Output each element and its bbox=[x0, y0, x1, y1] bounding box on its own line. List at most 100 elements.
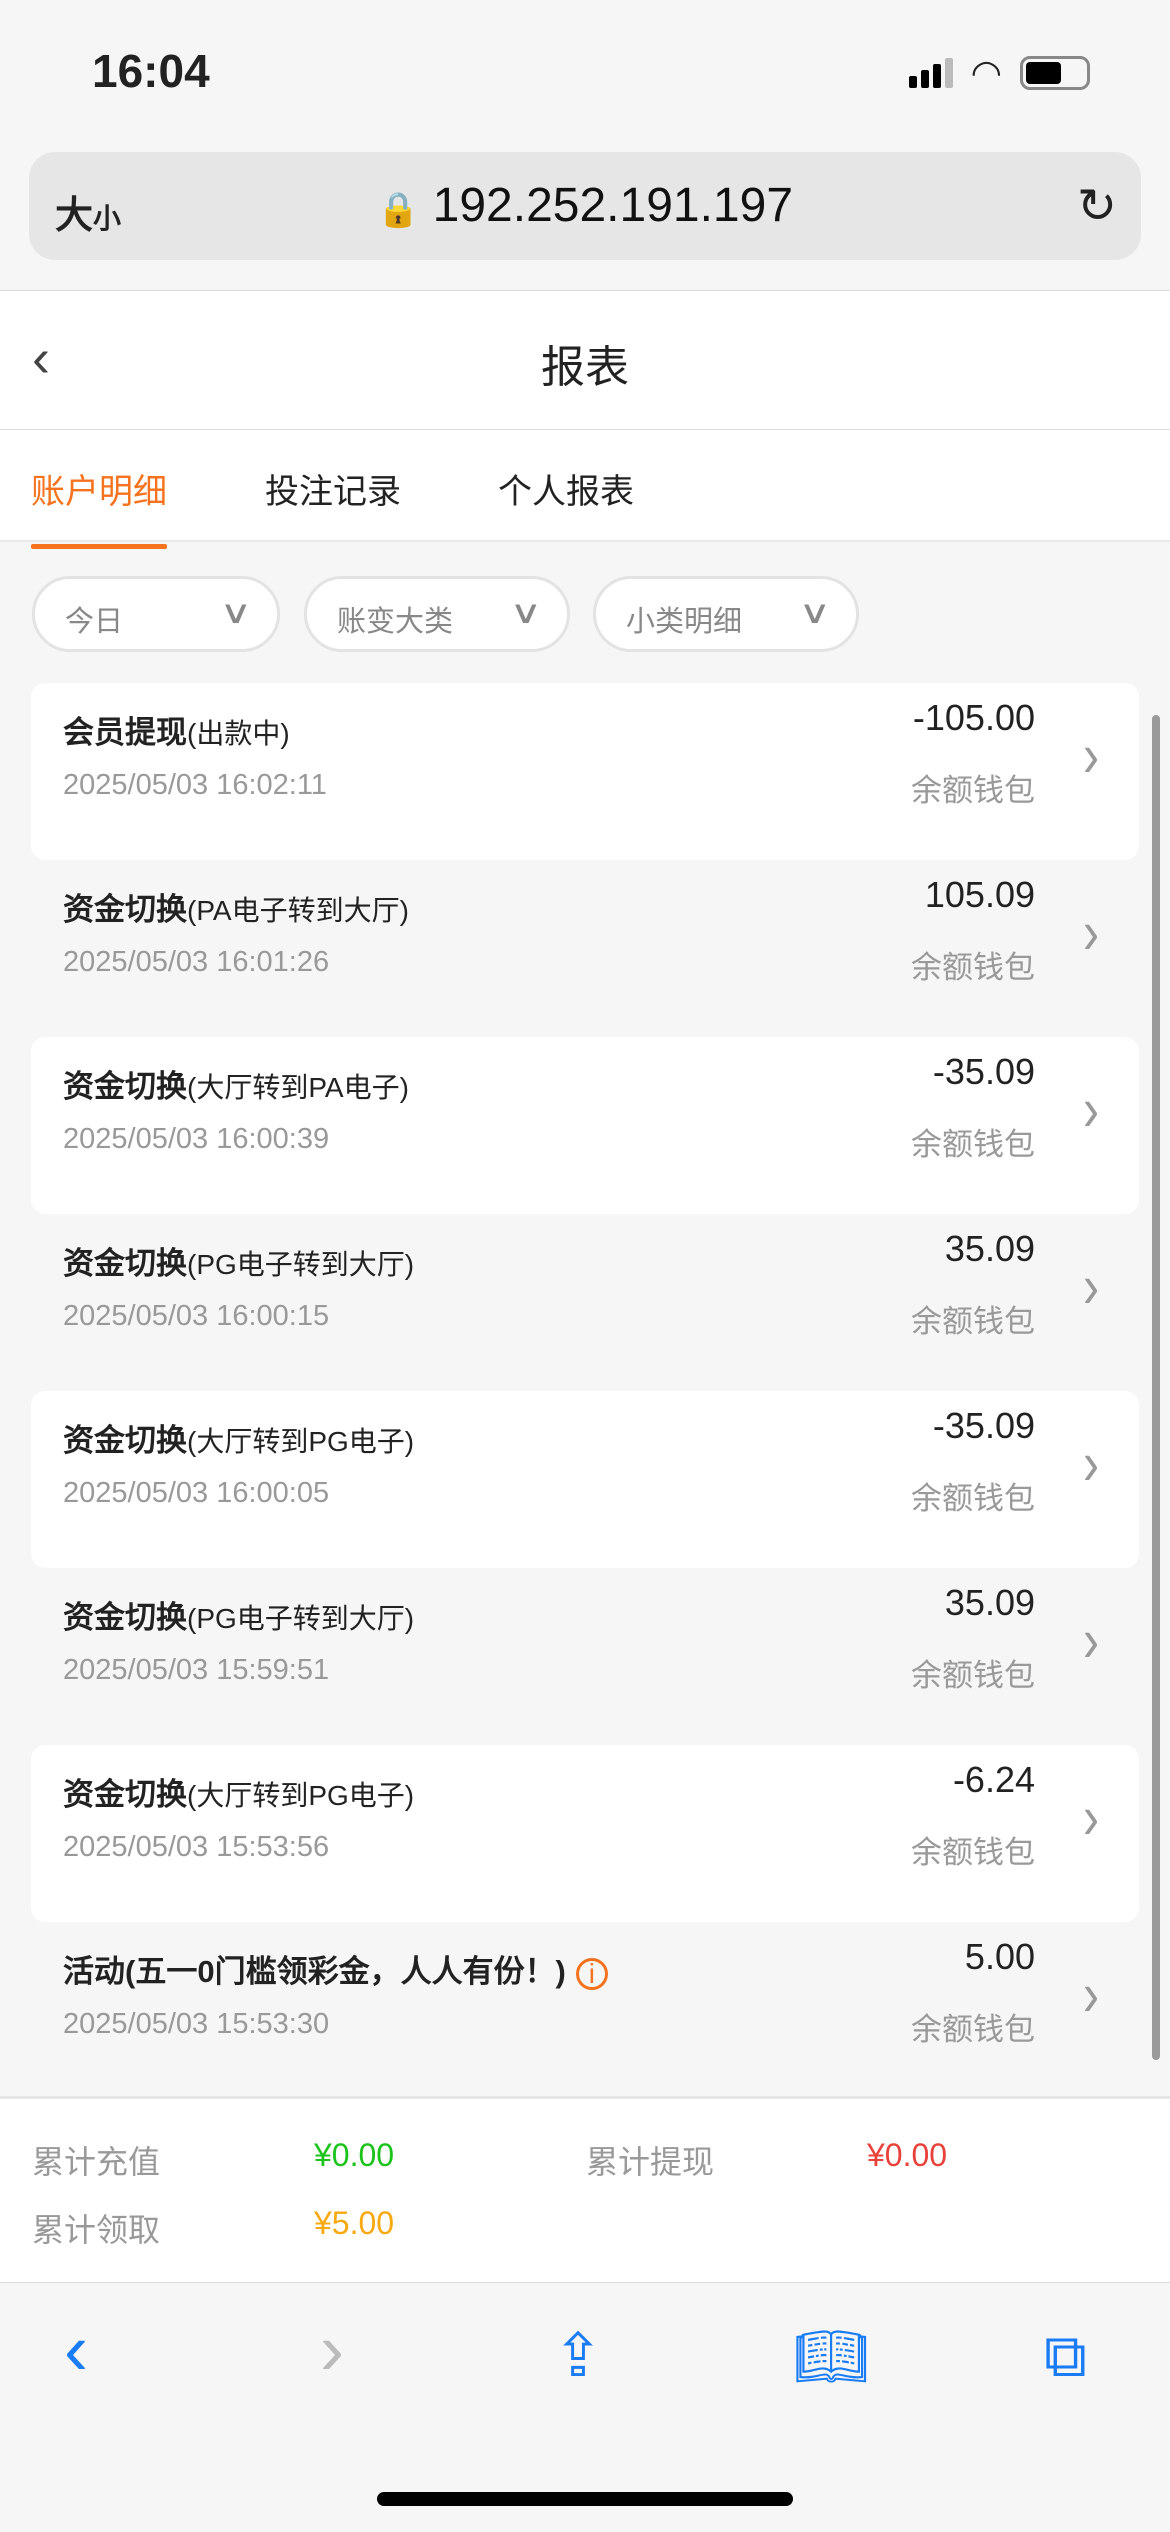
record-amount: -35.09 bbox=[932, 1405, 1035, 1446]
record-time: 2025/05/03 15:59:51 bbox=[63, 1654, 330, 1686]
record-type: 资金切换 bbox=[63, 1600, 187, 1635]
tabs-icon[interactable]: ⧉ bbox=[1044, 2322, 1087, 2389]
withdraw-label: 累计提现 bbox=[586, 2144, 715, 2180]
chevron-down-icon: ∨ bbox=[218, 594, 252, 630]
record-subtype: (PG电子转到大厅) bbox=[187, 1249, 415, 1280]
chevron-right-icon: › bbox=[1083, 1076, 1099, 1145]
record-type: 资金切换 bbox=[63, 1777, 187, 1812]
withdraw-value: ¥0.00 bbox=[867, 2137, 948, 2173]
clock: 16:04 bbox=[92, 45, 210, 97]
record-subtype: (大厅转到PG电子) bbox=[187, 1780, 415, 1811]
wifi-icon: ◠ bbox=[970, 52, 1002, 93]
chevron-right-icon: › bbox=[1083, 1784, 1099, 1853]
record-row[interactable]: 资金切换(大厅转到PG电子) 2025/05/03 15:53:56 -6.24… bbox=[31, 1745, 1139, 1922]
record-time: 2025/05/03 16:00:15 bbox=[63, 1300, 330, 1332]
share-icon[interactable]: ⇪ bbox=[553, 2322, 604, 2389]
filter-date[interactable]: 今日 ∨ bbox=[32, 576, 280, 652]
record-amount: 5.00 bbox=[964, 1936, 1035, 1977]
record-wallet: 余额钱包 bbox=[911, 1658, 1035, 1693]
tab-personal-report[interactable]: 个人报表 bbox=[498, 473, 634, 511]
record-title: 会员提现(出款中) bbox=[63, 707, 290, 752]
record-amount: 35.09 bbox=[944, 1582, 1035, 1623]
record-subtype: (PG电子转到大厅) bbox=[187, 1603, 415, 1634]
record-row[interactable]: 资金切换(PA电子转到大厅) 2025/05/03 16:01:26 105.0… bbox=[31, 860, 1139, 1037]
page-header: ‹ 报表 bbox=[0, 290, 1170, 430]
tab-bet-records[interactable]: 投注记录 bbox=[265, 473, 401, 511]
record-title: 资金切换(PG电子转到大厅) bbox=[63, 1238, 414, 1283]
claim-value: ¥5.00 bbox=[314, 2205, 395, 2241]
record-amount: 35.09 bbox=[944, 1228, 1035, 1269]
record-subtype: (大厅转到PA电子) bbox=[187, 1072, 409, 1103]
summary-panel: 累计充值 ¥0.00 累计提现 ¥0.00 累计领取 ¥5.00 bbox=[0, 2096, 1170, 2282]
filter-label: 今日 bbox=[65, 606, 124, 638]
record-subtype: (大厅转到PG电子) bbox=[187, 1426, 415, 1457]
record-title: 资金切换(PA电子转到大厅) bbox=[63, 884, 409, 929]
record-wallet: 余额钱包 bbox=[911, 2012, 1035, 2047]
record-time: 2025/05/03 16:02:11 bbox=[63, 769, 327, 801]
record-title: 资金切换(大厅转到PG电子) bbox=[63, 1415, 414, 1460]
record-title: 活动(五一0门槛领彩金，人人有份！) i bbox=[63, 1946, 608, 1991]
record-row[interactable]: 资金切换(大厅转到PG电子) 2025/05/03 16:00:05 -35.0… bbox=[31, 1391, 1139, 1568]
record-row[interactable]: 会员提现(出款中) 2025/05/03 16:02:11 -105.00 余额… bbox=[31, 683, 1139, 860]
record-row[interactable]: 资金切换(PG电子转到大厅) 2025/05/03 15:59:51 35.09… bbox=[31, 1568, 1139, 1745]
record-amount: 105.09 bbox=[924, 874, 1035, 915]
record-time: 2025/05/03 15:53:56 bbox=[63, 1831, 330, 1863]
chevron-right-icon: › bbox=[1083, 1430, 1099, 1499]
scrollbar[interactable] bbox=[1152, 715, 1160, 2060]
info-icon[interactable]: i bbox=[575, 1957, 608, 1990]
address-bar[interactable]: 大小 🔒 192.252.191.197 ↻ bbox=[29, 152, 1141, 260]
filter-label: 小类明细 bbox=[626, 606, 743, 638]
deposit-label: 累计充值 bbox=[32, 2144, 161, 2180]
text-size-large: 大 bbox=[55, 195, 94, 237]
record-subtype: (出款中) bbox=[187, 718, 290, 749]
back-button[interactable]: ‹ bbox=[32, 328, 50, 388]
filter-category[interactable]: 账变大类 ∨ bbox=[304, 576, 570, 652]
bookmarks-icon[interactable]: 📖︎ bbox=[793, 2323, 870, 2390]
record-subtype: (PA电子转到大厅) bbox=[187, 895, 409, 926]
chevron-right-icon: › bbox=[1083, 722, 1099, 791]
reload-icon[interactable]: ↻ bbox=[1076, 180, 1117, 233]
record-wallet: 余额钱包 bbox=[911, 1304, 1035, 1339]
chevron-right-icon: › bbox=[1083, 899, 1099, 968]
tab-account-details[interactable]: 账户明细 bbox=[31, 464, 167, 549]
record-type: 资金切换 bbox=[63, 1423, 187, 1458]
status-bar: 16:04 ◠ bbox=[0, 0, 1170, 145]
record-time: 2025/05/03 16:00:39 bbox=[63, 1123, 330, 1155]
record-wallet: 余额钱包 bbox=[911, 773, 1035, 808]
record-type: 资金切换 bbox=[63, 1246, 187, 1281]
claim-label: 累计领取 bbox=[32, 2212, 161, 2248]
record-type: 资金切换 bbox=[63, 1069, 187, 1104]
record-row[interactable]: 活动(五一0门槛领彩金，人人有份！) i 2025/05/03 15:53:30 … bbox=[31, 1922, 1139, 2099]
tab-bar: 账户明细 投注记录 个人报表 bbox=[0, 430, 1170, 549]
record-row[interactable]: 资金切换(大厅转到PA电子) 2025/05/03 16:00:39 -35.0… bbox=[31, 1037, 1139, 1214]
chevron-down-icon: ∨ bbox=[508, 594, 542, 630]
record-wallet: 余额钱包 bbox=[911, 950, 1035, 985]
signal-icon bbox=[908, 58, 953, 88]
record-title: 资金切换(大厅转到PA电子) bbox=[63, 1061, 409, 1106]
lock-icon: 🔒 bbox=[376, 191, 420, 229]
record-type: 资金切换 bbox=[63, 892, 187, 927]
record-title: 资金切换(PG电子转到大厅) bbox=[63, 1592, 414, 1637]
battery-icon bbox=[1020, 56, 1090, 90]
chevron-down-icon: ∨ bbox=[797, 594, 831, 630]
chevron-right-icon: › bbox=[1083, 1607, 1099, 1676]
text-size-button[interactable]: 大小 bbox=[55, 184, 121, 239]
record-wallet: 余额钱包 bbox=[911, 1835, 1035, 1870]
chevron-right-icon: › bbox=[1083, 1253, 1099, 1322]
record-time: 2025/05/03 16:01:26 bbox=[63, 946, 330, 978]
record-time: 2025/05/03 16:00:05 bbox=[63, 1477, 330, 1509]
record-time: 2025/05/03 15:53:30 bbox=[63, 2008, 330, 2040]
record-title: 资金切换(大厅转到PG电子) bbox=[63, 1769, 414, 1814]
filter-label: 账变大类 bbox=[337, 606, 454, 638]
text-size-small: 小 bbox=[93, 203, 122, 234]
chevron-right-icon: › bbox=[1083, 1961, 1099, 2030]
url-text[interactable]: 192.252.191.197 bbox=[432, 179, 794, 232]
record-wallet: 余额钱包 bbox=[911, 1127, 1035, 1162]
browser-back-icon[interactable]: ‹ bbox=[64, 2310, 88, 2390]
filter-subcategory[interactable]: 小类明细 ∨ bbox=[593, 576, 859, 652]
home-indicator bbox=[377, 2492, 793, 2506]
record-wallet: 余额钱包 bbox=[911, 1481, 1035, 1516]
record-type: 会员提现 bbox=[63, 715, 187, 750]
record-row[interactable]: 资金切换(PG电子转到大厅) 2025/05/03 16:00:15 35.09… bbox=[31, 1214, 1139, 1391]
browser-forward-icon[interactable]: › bbox=[320, 2310, 344, 2390]
